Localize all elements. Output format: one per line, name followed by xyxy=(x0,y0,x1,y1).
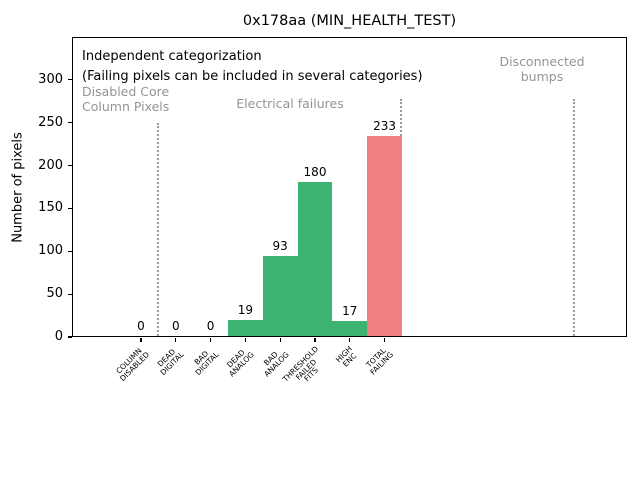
annotation-line2: (Failing pixels can be included in sever… xyxy=(82,69,423,84)
section-separator-line xyxy=(573,99,575,336)
bar-value-label: 17 xyxy=(342,304,358,319)
y-tick-label: 50 xyxy=(46,286,63,302)
bar-dead-analog xyxy=(228,319,263,336)
y-tick-label: 250 xyxy=(38,114,63,130)
x-tick-label: DEAD DIGITAL xyxy=(156,347,186,377)
section-label-disconnected-bumps: Disconnected bumps xyxy=(499,54,585,84)
section-separator-line xyxy=(157,123,159,336)
bar-value-label: 19 xyxy=(237,302,254,317)
x-tick-mark xyxy=(349,338,351,342)
y-tick-label: 200 xyxy=(38,157,63,173)
y-tick-label: 0 xyxy=(54,329,63,344)
x-tick-label: COLUMN DISABLED xyxy=(114,346,151,383)
plot-area: 0 0 0 19 93 180 17 233 Independent categorizati… xyxy=(72,37,627,337)
bar-value-label: 0 xyxy=(171,319,180,333)
y-tick-mark xyxy=(68,293,72,295)
x-tick-label: HIGH ENC xyxy=(334,344,359,369)
bar-threshold-failed-fits xyxy=(297,181,333,336)
chart-title: 0x178aa (MIN_HEALTH_TEST) xyxy=(242,13,457,29)
x-tick-mark xyxy=(244,338,246,342)
bar-value-label: 93 xyxy=(272,239,288,254)
bar-total-failing xyxy=(367,136,402,336)
y-tick-mark xyxy=(68,122,72,124)
bar-value-label: 233 xyxy=(373,119,397,134)
section-label-disabled-core-column-pixels: Disabled Core Column Pixels xyxy=(82,84,170,114)
y-tick-mark xyxy=(68,79,72,81)
x-tick-mark xyxy=(279,338,281,342)
x-tick-mark xyxy=(175,338,177,342)
y-tick-label: 100 xyxy=(38,243,63,259)
x-tick-label: BAD DIGITAL xyxy=(192,348,221,377)
x-tick-label: TOTAL FAILING xyxy=(364,346,395,377)
y-tick-mark xyxy=(68,164,72,167)
x-tick-mark xyxy=(314,338,316,342)
x-tick-mark xyxy=(140,338,142,342)
y-axis-label: Number of pixels xyxy=(10,132,26,243)
bar-bad-analog xyxy=(262,256,298,336)
bar-value-label: 180 xyxy=(303,164,327,179)
x-tick-mark xyxy=(210,338,212,342)
y-tick-label: 150 xyxy=(38,200,63,216)
bar-value-label: 0 xyxy=(206,319,215,333)
bar-value-label: 0 xyxy=(137,319,145,333)
bar-high-enc xyxy=(332,321,368,336)
x-tick-label: DEAD ANALOG xyxy=(224,347,256,379)
y-tick-mark xyxy=(68,250,72,252)
x-tick-mark xyxy=(384,338,386,342)
section-label-electrical-failures: Electrical failures xyxy=(236,96,344,111)
y-tick-mark xyxy=(68,336,72,338)
annotation-line1: Independent categorization xyxy=(82,49,262,64)
y-tick-mark xyxy=(68,207,72,210)
y-tick-label: 300 xyxy=(38,71,63,87)
